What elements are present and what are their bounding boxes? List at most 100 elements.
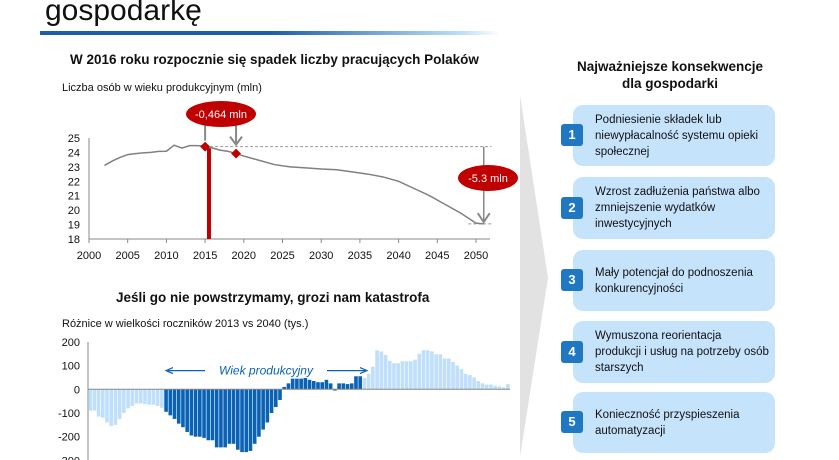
bar [168, 389, 173, 416]
y-tick-label: -200 [58, 432, 80, 444]
bar-chart: -300 -200 -100 0 100 200 Wiek produkcyjny [58, 337, 510, 460]
x-tick-label: 2005 [115, 250, 139, 262]
bar [130, 389, 135, 406]
callout-label: -5.3 mln [468, 173, 508, 185]
bar [354, 376, 358, 390]
bar [489, 384, 493, 390]
bar [248, 389, 253, 451]
bar [189, 389, 194, 436]
bar [417, 353, 422, 390]
bar [147, 389, 151, 405]
bar [105, 389, 109, 423]
bar [311, 381, 316, 390]
bar [442, 358, 447, 390]
bar [345, 384, 350, 390]
bar [413, 359, 417, 390]
y-tick-label: 23 [68, 162, 80, 174]
consequence-text: Mały potencjał do podnoszenia konkurency… [595, 266, 753, 295]
bar [122, 389, 126, 413]
bar [493, 385, 498, 390]
bar [210, 389, 215, 441]
y-tick-label: -300 [58, 455, 80, 460]
bar [349, 383, 354, 390]
bar [261, 389, 265, 430]
bar [299, 378, 303, 390]
bar [273, 389, 278, 408]
bar [400, 361, 405, 390]
bar [269, 389, 274, 413]
x-tick-label: 2020 [232, 250, 256, 262]
bar [447, 358, 451, 390]
bar [320, 382, 325, 390]
bar [138, 389, 143, 404]
consequence-item-4: Wymuszona reorientacja produkcji i usług… [573, 321, 775, 383]
callout-bubble [186, 101, 256, 127]
bar [337, 383, 341, 390]
consequences-title-line2: dla gospodarki [621, 76, 719, 91]
bar [366, 373, 371, 390]
x-tick-label: 2010 [154, 250, 178, 262]
data-marker [231, 148, 242, 159]
bar [383, 354, 388, 390]
consequence-text: Wymuszona reorientacja produkcji i usług… [595, 330, 769, 374]
series-line [104, 144, 484, 225]
bar-chart-ylabel: Różnice w wielkości roczników 2013 vs 20… [62, 318, 309, 330]
bar [501, 387, 506, 390]
y-tick-label: 0 [74, 384, 80, 396]
arrow-down-icon [476, 212, 491, 224]
bar [324, 379, 329, 390]
y-tick-label: 19 [68, 220, 80, 232]
y-tick-label: 21 [68, 191, 80, 203]
bar [252, 389, 257, 444]
bar [134, 389, 139, 404]
consequences-title-line1: Najważniejsze konsekwencje [576, 59, 764, 74]
bar [202, 389, 206, 438]
bar [307, 379, 312, 390]
x-tick-label: 2015 [193, 250, 217, 262]
bar [303, 377, 308, 390]
bar [265, 389, 270, 423]
page-title: gospodarkę [45, 0, 202, 27]
consequence-text: Podniesienie składek lub niewypłacalność… [595, 113, 758, 158]
bar [236, 389, 240, 450]
consequence-item-5: Konieczność przyspieszenia automatyzacji [573, 392, 775, 453]
consequence-text: Konieczność przyspieszenia automatyzacji [595, 408, 740, 437]
bar [430, 351, 434, 390]
bar [126, 389, 130, 409]
bar [480, 383, 485, 390]
bar [341, 383, 346, 390]
y-tick-label: 100 [62, 361, 80, 373]
x-tick-label: 2000 [77, 250, 101, 262]
bar [316, 382, 320, 390]
bar [181, 389, 185, 428]
bar [219, 389, 223, 448]
x-tick-label: 2025 [270, 250, 294, 262]
bar [286, 383, 291, 390]
data-marker [200, 141, 211, 152]
bar [387, 360, 392, 390]
bar [231, 389, 236, 444]
consequence-number-badge: 5 [561, 411, 583, 433]
arrow-left-icon [164, 367, 174, 375]
y-tick-label: -100 [58, 408, 80, 420]
arrow-right-icon [359, 367, 369, 375]
consequence-item-2: Wzrost zadłużenia państwa albo zmniejsze… [573, 177, 775, 239]
bar [425, 350, 430, 390]
callout-label: -0,464 mln [195, 109, 247, 121]
x-tick-label: 2045 [425, 250, 449, 262]
x-tick-label: 2030 [309, 250, 333, 262]
consequence-number-badge: 1 [561, 124, 583, 146]
bar [198, 389, 202, 437]
bar [463, 373, 468, 390]
bar [468, 375, 472, 390]
bar [375, 350, 379, 390]
bar [96, 389, 101, 417]
bar [282, 386, 287, 390]
bar [160, 389, 164, 408]
line-chart-ylabel: Liczba osób w wieku produkcyjnym (mln) [62, 82, 262, 94]
bar [333, 389, 337, 391]
bar [451, 362, 455, 390]
bar [109, 389, 114, 427]
productive-age-label: Wiek produkcyjny [219, 364, 314, 378]
bar [506, 384, 510, 390]
